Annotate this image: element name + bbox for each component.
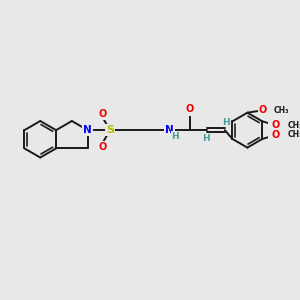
Text: S: S bbox=[106, 125, 114, 135]
Text: CH₃: CH₃ bbox=[288, 121, 300, 130]
Text: O: O bbox=[185, 104, 194, 115]
Text: H: H bbox=[202, 134, 210, 143]
Text: CH₃: CH₃ bbox=[274, 106, 289, 115]
Text: N: N bbox=[165, 125, 174, 135]
Text: O: O bbox=[98, 142, 106, 152]
Text: O: O bbox=[258, 105, 266, 115]
Text: H: H bbox=[171, 131, 179, 140]
Text: O: O bbox=[98, 109, 106, 118]
Text: N: N bbox=[83, 125, 92, 135]
Text: O: O bbox=[272, 130, 280, 140]
Text: CH₃: CH₃ bbox=[288, 130, 300, 139]
Text: O: O bbox=[272, 120, 280, 130]
Text: H: H bbox=[222, 118, 230, 127]
